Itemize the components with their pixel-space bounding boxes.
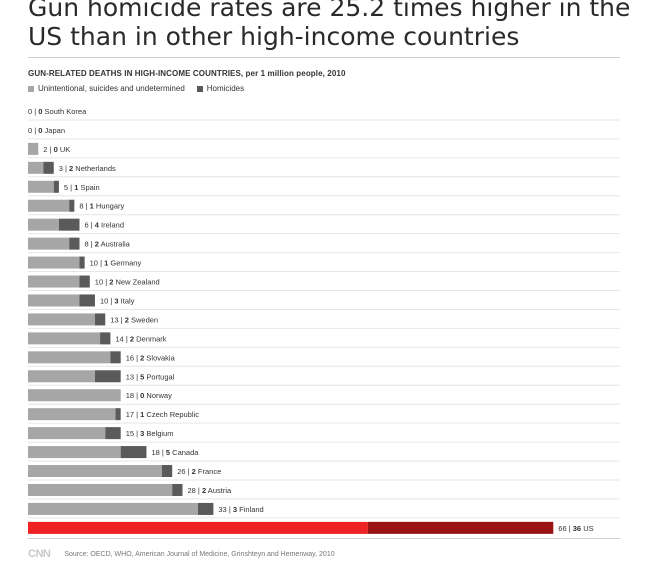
bar-homicides-denmark bbox=[100, 332, 111, 345]
bar-homicides-new-zealand bbox=[79, 275, 90, 288]
bar-homicides-czech-republic bbox=[115, 408, 121, 421]
bar-unintentional-austria bbox=[28, 483, 173, 496]
bar-unintentional-netherlands bbox=[28, 161, 44, 174]
bar-label-portugal: 13 | 5 Portugal bbox=[126, 372, 175, 381]
bar-unintentional-us bbox=[28, 521, 368, 534]
bar-unintentional-hungary bbox=[28, 199, 70, 212]
footer: CNN Source: OECD, WHO, American Journal … bbox=[28, 548, 335, 560]
bar-label-belgium: 15 | 3 Belgium bbox=[126, 429, 174, 438]
bar-label-denmark: 14 | 2 Denmark bbox=[115, 334, 166, 343]
bar-unintentional-finland bbox=[28, 502, 198, 515]
bar-homicides-italy bbox=[79, 294, 95, 307]
bar-label-us: 66 | 36 US bbox=[558, 524, 593, 533]
bar-label-austria: 28 | 2 Austria bbox=[188, 486, 232, 495]
bar-label-netherlands: 3 | 2 Netherlands bbox=[59, 164, 116, 173]
bar-label-spain: 5 | 1 Spain bbox=[64, 183, 100, 192]
bar-label-sweden: 13 | 2 Sweden bbox=[110, 315, 158, 324]
bar-unintentional-new-zealand bbox=[28, 275, 80, 288]
legend-label-unintentional: Unintentional, suicides and undetermined bbox=[38, 84, 185, 93]
bar-unintentional-sweden bbox=[28, 313, 95, 326]
bar-label-japan: 0 | 0 Japan bbox=[28, 126, 65, 135]
bar-unintentional-czech-republic bbox=[28, 408, 116, 421]
bar-unintentional-australia bbox=[28, 237, 70, 250]
bar-label-canada: 18 | 5 Canada bbox=[151, 448, 199, 457]
headline: Gun homicide rates are 25.2 times higher… bbox=[28, 0, 631, 51]
bar-homicides-hungary bbox=[69, 199, 75, 212]
legend-item-homicides: Homicides bbox=[196, 84, 245, 93]
legend-item-unintentional: Unintentional, suicides and undetermined bbox=[28, 84, 185, 93]
bar-unintentional-italy bbox=[28, 294, 80, 307]
bar-unintentional-portugal bbox=[28, 370, 95, 383]
bar-unintentional-germany bbox=[28, 256, 80, 269]
bar-label-australia: 8 | 2 Australia bbox=[85, 240, 131, 249]
bar-label-south-korea: 0 | 0 South Korea bbox=[28, 107, 87, 116]
bar-label-finland: 33 | 3 Finland bbox=[218, 505, 263, 514]
bar-label-new-zealand: 10 | 2 New Zealand bbox=[95, 278, 160, 287]
bar-homicides-france bbox=[161, 465, 173, 478]
bar-label-france: 26 | 2 France bbox=[177, 467, 221, 476]
bar-homicides-portugal bbox=[94, 370, 121, 383]
legend-label-homicides: Homicides bbox=[206, 84, 245, 93]
bar-homicides-australia bbox=[69, 237, 80, 250]
legend-swatch-homicides bbox=[196, 85, 203, 92]
bar-homicides-slovakia bbox=[110, 351, 121, 364]
bar-homicides-netherlands bbox=[43, 161, 54, 174]
bar-label-czech-republic: 17 | 1 Czech Republic bbox=[126, 410, 200, 419]
legend-swatch-unintentional bbox=[28, 85, 34, 92]
bar-unintentional-slovakia bbox=[28, 351, 111, 364]
bar-unintentional-france bbox=[28, 465, 162, 478]
bar-homicides-sweden bbox=[94, 313, 106, 326]
chart-title: GUN-RELATED DEATHS IN HIGH-INCOME COUNTR… bbox=[28, 69, 346, 78]
bar-unintentional-denmark bbox=[28, 332, 101, 345]
bar-homicides-ireland bbox=[58, 218, 80, 231]
bar-homicides-spain bbox=[53, 180, 59, 193]
bar-label-germany: 10 | 1 Germany bbox=[90, 259, 142, 268]
bar-label-norway: 18 | 0 Norway bbox=[126, 391, 172, 400]
legend: Unintentional, suicides and undetermined… bbox=[28, 84, 256, 93]
bar-homicides-germany bbox=[79, 256, 85, 269]
cnn-logo: CNN bbox=[28, 548, 51, 560]
bar-unintentional-spain bbox=[28, 180, 54, 193]
bottom-divider bbox=[28, 538, 620, 539]
bar-homicides-us bbox=[367, 521, 554, 534]
top-divider bbox=[28, 57, 620, 58]
bar-unintentional-norway bbox=[28, 389, 121, 402]
bar-label-uk: 2 | 0 UK bbox=[43, 145, 70, 154]
bar-unintentional-ireland bbox=[28, 218, 59, 231]
bar-label-hungary: 8 | 1 Hungary bbox=[79, 202, 124, 211]
bar-unintentional-uk bbox=[28, 142, 39, 155]
bar-unintentional-canada bbox=[28, 446, 121, 459]
bar-label-ireland: 6 | 4 Ireland bbox=[85, 221, 125, 230]
bar-homicides-austria bbox=[172, 483, 183, 496]
bar-label-italy: 10 | 3 Italy bbox=[100, 296, 135, 305]
source-note: Source: OECD, WHO, American Journal of M… bbox=[64, 550, 335, 558]
bar-unintentional-belgium bbox=[28, 427, 106, 440]
bar-homicides-finland bbox=[197, 502, 214, 515]
bar-homicides-belgium bbox=[105, 427, 121, 440]
bar-homicides-canada bbox=[120, 446, 147, 459]
bar-label-slovakia: 16 | 2 Slovakia bbox=[126, 353, 176, 362]
